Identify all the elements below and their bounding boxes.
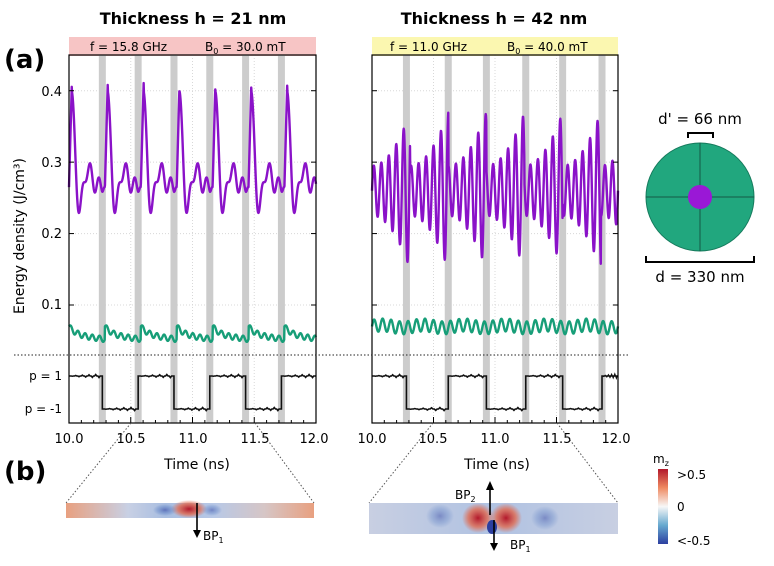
vortex-core — [688, 185, 712, 209]
xtick-label: 12.0 — [300, 432, 329, 447]
colorbar-tick: 0 — [677, 500, 685, 514]
mode-lobe-blue — [531, 506, 559, 530]
ytick-label: 0.4 — [41, 85, 62, 100]
snapshot-right: BP2 BP1 — [368, 422, 619, 554]
mode-lobe-red — [171, 500, 207, 518]
bp-arrow-head — [193, 530, 201, 538]
inner-diameter-label: d' = 66 nm — [658, 110, 742, 128]
field-right: B0 = 40.0 mT — [507, 40, 588, 56]
series-line-purple — [67, 81, 318, 215]
mode-lobe-blue — [202, 504, 222, 516]
colorbar: mz >0.5 0 <-0.5 — [653, 452, 710, 548]
chart-title-left: Thickness h = 21 nm — [100, 9, 287, 28]
y-axis-label: Energy density (J/cm³) — [12, 158, 28, 314]
polarity-label-up: p = 1 — [29, 369, 62, 383]
disk-schematic: d' = 66 nm d = 330 nm — [645, 110, 755, 286]
panel-label-a: (a) — [4, 45, 45, 75]
xtick-label: 10.5 — [419, 432, 448, 447]
info-box-right — [372, 37, 618, 56]
switch-band — [277, 55, 285, 423]
switch-band — [134, 55, 142, 423]
xticks-right: 10.0 10.5 11.0 11.5 12.0 — [358, 432, 631, 447]
xtick-label: 12.0 — [602, 432, 631, 447]
xtick-label: 11.0 — [481, 432, 510, 447]
series-line-green — [370, 317, 620, 336]
xtick-label: 11.5 — [241, 432, 270, 447]
snapshot-left: BP1 — [65, 422, 315, 545]
x-axis-label-left: Time (ns) — [163, 457, 230, 473]
bp1-label-left: BP1 — [203, 529, 224, 545]
inner-diameter-bracket — [687, 132, 714, 138]
plot-left — [67, 54, 318, 424]
colorbar-title: mz — [653, 452, 669, 468]
outer-diameter-label: d = 330 nm — [655, 268, 744, 286]
zoom-line — [556, 422, 619, 504]
switch-band — [444, 55, 452, 423]
colorbar-gradient — [658, 469, 668, 544]
plot-right — [370, 54, 620, 424]
colorbar-tick: <-0.5 — [677, 534, 710, 548]
xtick-label: 10.0 — [358, 432, 387, 447]
polarity-trace — [69, 373, 316, 412]
switch-band — [482, 55, 490, 423]
freq-right: f = 11.0 GHz — [390, 40, 467, 54]
outer-diameter-bracket — [645, 256, 755, 263]
chart-title-right: Thickness h = 42 nm — [401, 9, 588, 28]
bp1-label-right: BP1 — [510, 538, 531, 554]
mode-lobe-blue — [153, 504, 177, 516]
switch-band — [242, 55, 250, 423]
series-line-green — [68, 324, 318, 344]
series-line-purple — [370, 111, 620, 265]
info-box-left — [69, 37, 316, 56]
mode-lobe-blue — [426, 504, 454, 528]
bp2-label: BP2 — [455, 488, 476, 504]
ytick-label: 0.2 — [41, 227, 62, 242]
xtick-label: 11.5 — [543, 432, 572, 447]
x-axis-label-right: Time (ns) — [463, 457, 530, 473]
switch-band — [98, 55, 106, 423]
polarity-label-down: p = -1 — [25, 402, 62, 416]
switch-band — [522, 55, 530, 423]
freq-left: f = 15.8 GHz — [90, 40, 167, 54]
mode-lobe-blue — [487, 520, 497, 534]
ytick-label: 0.3 — [41, 156, 62, 171]
switch-band — [170, 55, 178, 423]
switch-band — [559, 55, 567, 423]
ytick-label: 0.1 — [41, 298, 62, 313]
zoom-line — [254, 422, 315, 504]
xtick-label: 11.0 — [179, 432, 208, 447]
switch-band — [206, 55, 214, 423]
panel-label-b: (b) — [4, 457, 46, 487]
mode-lobe-red — [490, 503, 522, 533]
polarity-trace — [372, 372, 618, 412]
field-left: B0 = 30.0 mT — [205, 40, 286, 56]
xtick-label: 10.0 — [55, 432, 84, 447]
zoom-line — [368, 422, 434, 504]
mode-lobe-red — [462, 503, 494, 533]
bp-arrow-head — [486, 481, 494, 490]
bp-arrow-head — [490, 543, 498, 551]
colorbar-tick: >0.5 — [677, 468, 706, 482]
xtick-label: 10.5 — [117, 432, 146, 447]
xticks-left: 10.0 10.5 11.0 11.5 12.0 — [55, 432, 329, 447]
